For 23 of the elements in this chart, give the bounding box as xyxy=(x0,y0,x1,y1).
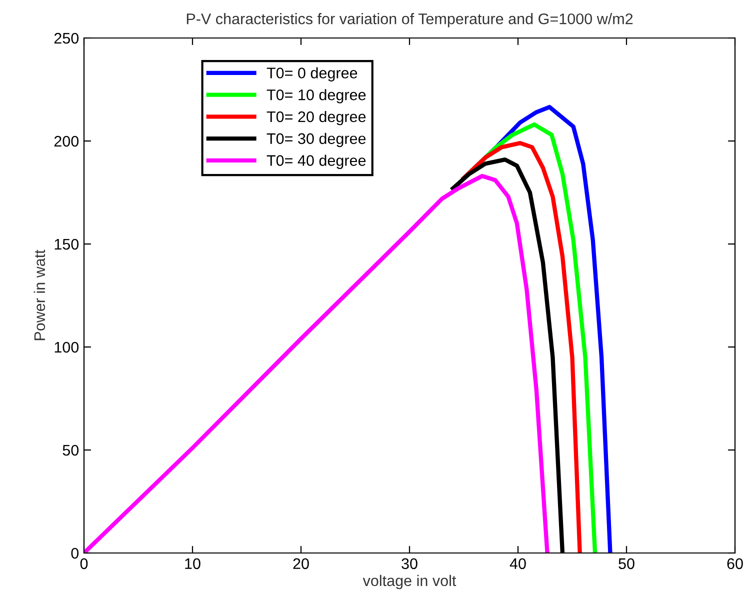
x-tick-label: 10 xyxy=(185,558,200,570)
legend-label: T0= 30 degree xyxy=(266,132,366,148)
x-tick-label: 20 xyxy=(293,558,309,570)
x-axis-title: voltage in volt xyxy=(362,574,456,590)
x-tick-label: 0 xyxy=(80,558,88,570)
legend-label: T0= 0 degree xyxy=(266,67,358,82)
y-tick-label: 150 xyxy=(54,238,79,250)
line-series xyxy=(462,140,582,553)
x-tick-label: 40 xyxy=(510,558,526,570)
y-tick-label: 200 xyxy=(54,136,79,147)
x-tick-label: 50 xyxy=(618,558,634,570)
y-tick-label: 50 xyxy=(62,444,79,456)
line-series xyxy=(84,174,550,553)
y-tick-label: 100 xyxy=(54,342,79,353)
legend-label: T0= 40 degree xyxy=(266,154,366,169)
legend-label: T0= 10 degree xyxy=(266,89,366,104)
chart-title: P-V characteristics for variation of Temperature and G=1000 w/m2 xyxy=(186,13,633,28)
x-tick-label: 60 xyxy=(727,558,743,570)
legend-label: T0= 20 degree xyxy=(266,110,366,126)
y-axis-title: Power in watt xyxy=(34,250,46,340)
x-tick-label: 30 xyxy=(402,558,418,570)
y-tick-label: 250 xyxy=(54,32,79,44)
y-tick-label: 0 xyxy=(71,548,79,559)
